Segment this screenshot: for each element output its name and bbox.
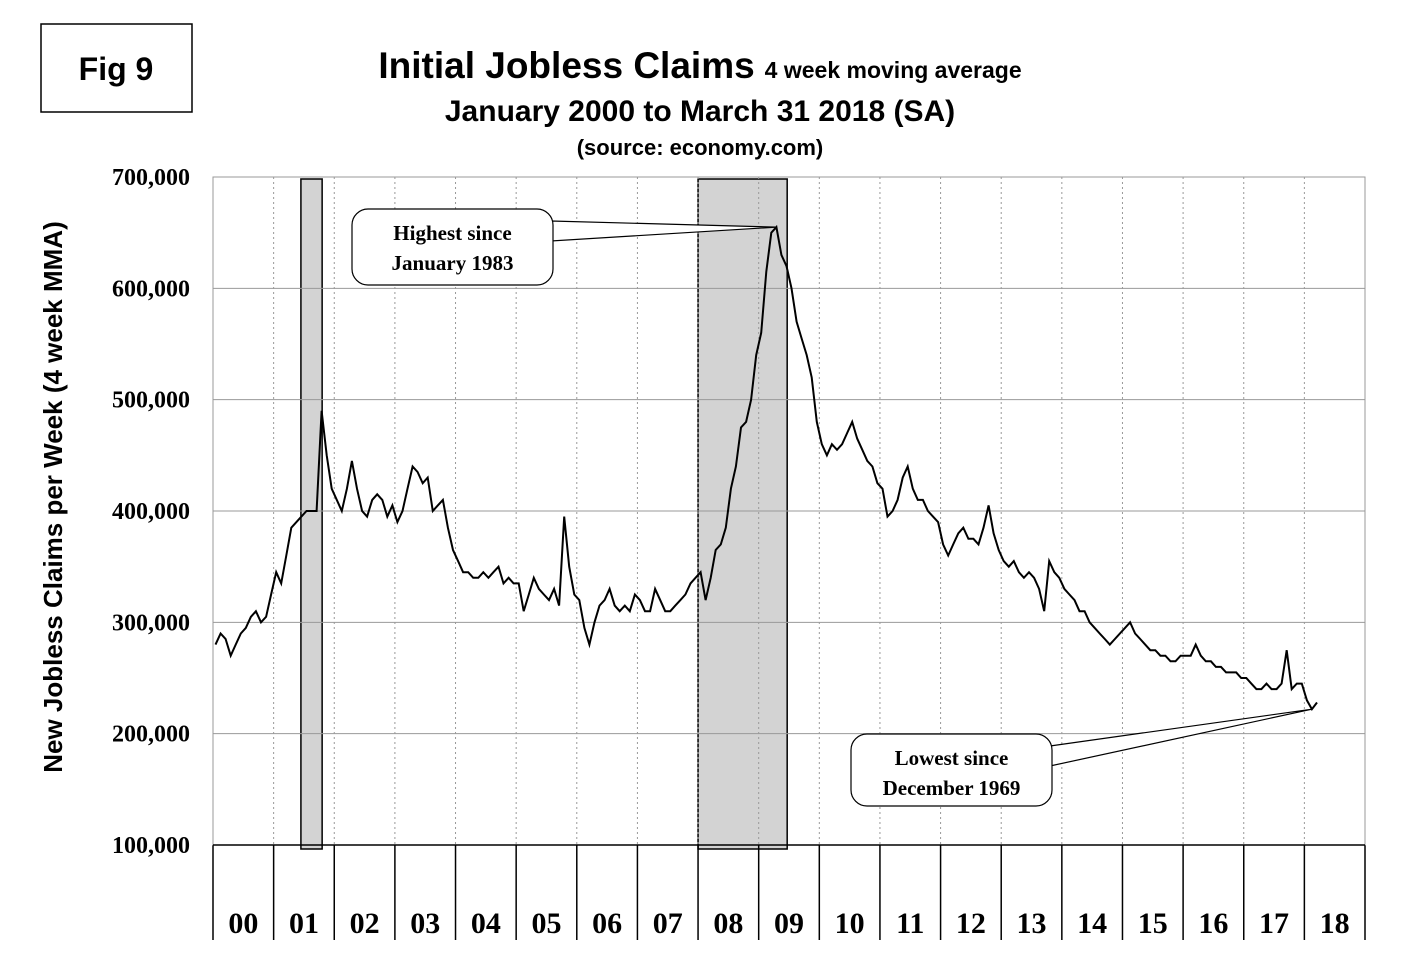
y-tick-label: 200,000 <box>112 722 190 748</box>
x-tick-label: 13 <box>1017 907 1047 940</box>
x-tick-label: 00 <box>228 907 258 940</box>
annotation-text: January 1983 <box>392 251 514 275</box>
x-tick-label: 01 <box>289 907 319 940</box>
badge: Fig 9 <box>79 51 154 87</box>
x-tick-label: 03 <box>410 907 440 940</box>
x-tick-label: 02 <box>350 907 380 940</box>
claims-line <box>214 224 1318 712</box>
title-note: 4 week moving average <box>765 57 1022 83</box>
x-tick-label: 05 <box>531 907 561 940</box>
x-tick-label: 09 <box>774 907 804 940</box>
x-tick-label: 06 <box>592 907 622 940</box>
title-main: Initial Jobless Claims <box>378 45 754 86</box>
subtitle: January 2000 to March 31 2018 (SA) <box>445 95 955 128</box>
x-tick-label: 18 <box>1320 907 1350 940</box>
x-tick-label: 14 <box>1077 907 1107 940</box>
y-tick-label: 400,000 <box>112 499 190 525</box>
y-tick-label: 300,000 <box>112 610 190 636</box>
x-tick-label: 17 <box>1259 907 1289 940</box>
annotation-text: Highest since <box>393 221 511 245</box>
y-axis-label: New Jobless Claims per Week (4 week MMA) <box>38 221 68 773</box>
chart-title: Initial Jobless Claims 4 week moving aver… <box>378 45 1021 86</box>
callout-pointer <box>1049 708 1313 767</box>
annotation-text: Lowest since <box>895 746 1009 770</box>
x-tick-label: 10 <box>835 907 865 940</box>
callout-box <box>351 208 554 286</box>
annotation-text: December 1969 <box>883 776 1021 800</box>
y-tick-label: 100,000 <box>112 833 190 859</box>
x-tick-label: 15 <box>1138 907 1168 940</box>
recession-band <box>300 178 323 850</box>
x-tick-label: 07 <box>653 907 683 940</box>
source: (source: economy.com) <box>577 135 824 160</box>
callout-box <box>850 733 1053 807</box>
y-tick-label: 500,000 <box>112 388 190 414</box>
badge-box <box>40 23 193 113</box>
x-tick-label: 11 <box>896 907 924 940</box>
x-tick-label: 08 <box>713 907 743 940</box>
recession-band <box>697 178 788 850</box>
x-tick-label: 12 <box>956 907 986 940</box>
y-tick-label: 600,000 <box>112 276 190 302</box>
y-tick-label: 700,000 <box>112 165 190 191</box>
x-tick-label: 16 <box>1198 907 1228 940</box>
x-tick-label: 04 <box>471 907 501 940</box>
